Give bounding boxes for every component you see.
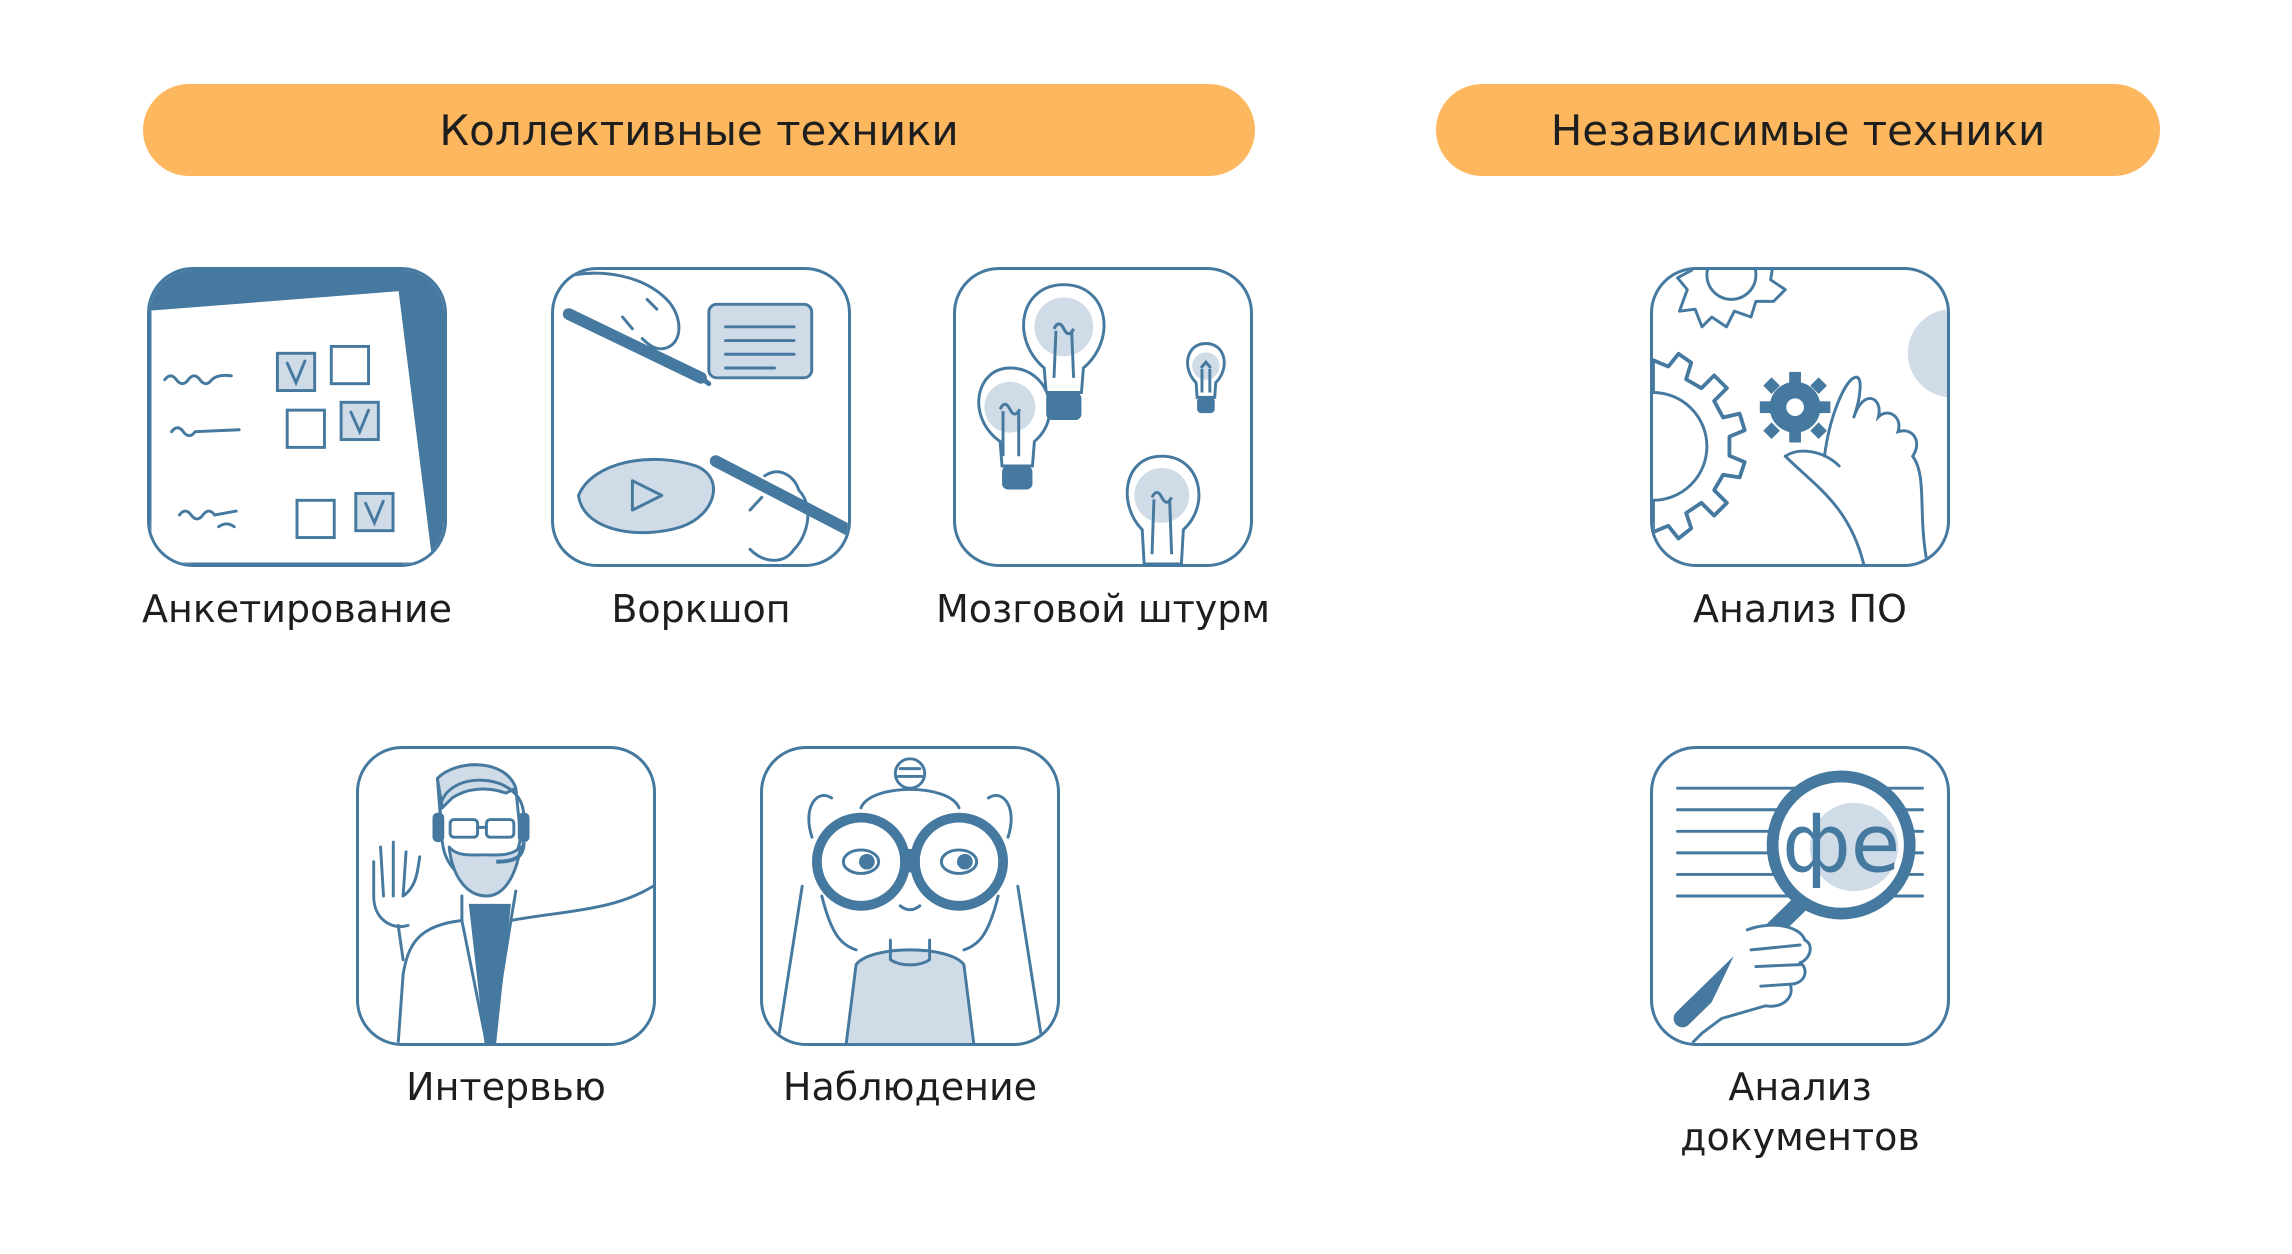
interview-label: Интервью bbox=[406, 1065, 606, 1109]
brainstorm-label: Мозговой штурм bbox=[935, 587, 1271, 631]
independent-techniques-title: Независимые техники bbox=[1550, 105, 2046, 155]
document-analysis-label: Анализ документов bbox=[1680, 1065, 1920, 1159]
workshop-drawing-icon bbox=[562, 271, 848, 562]
survey-label: Анкетирование bbox=[142, 587, 452, 631]
independent-techniques-header: Независимые техники bbox=[1436, 84, 2160, 176]
collective-techniques-title: Коллективные техники bbox=[439, 105, 959, 155]
headset-person-icon bbox=[372, 763, 653, 1043]
svg-text:фе: фе bbox=[1782, 797, 1900, 891]
survey-card bbox=[147, 267, 447, 567]
magnifier-document-icon: фе bbox=[1673, 770, 1924, 1043]
lightbulbs-icon bbox=[977, 283, 1226, 564]
software-analysis-label: Анализ ПО bbox=[1693, 587, 1907, 631]
observation-card bbox=[760, 746, 1060, 1046]
document-analysis-card: фе bbox=[1650, 746, 1950, 1046]
gears-hand-icon bbox=[1653, 270, 1947, 564]
workshop-card bbox=[551, 267, 851, 567]
observation-label: Наблюдение bbox=[782, 1065, 1038, 1109]
interview-card bbox=[356, 746, 656, 1046]
software-analysis-card bbox=[1650, 267, 1950, 567]
binoculars-person-icon bbox=[776, 757, 1044, 1043]
collective-techniques-header: Коллективные техники bbox=[143, 84, 1255, 176]
questionnaire-checkbox-icon bbox=[150, 270, 444, 564]
brainstorm-card bbox=[953, 267, 1253, 567]
workshop-label: Воркшоп bbox=[611, 587, 791, 631]
